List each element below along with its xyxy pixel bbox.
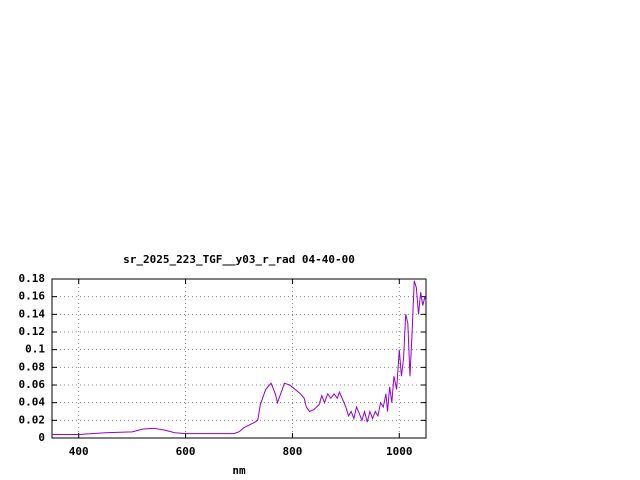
plot-frame — [51, 278, 427, 439]
y-tick-label: 0.08 — [19, 360, 46, 373]
chart-title: sr_2025_223_TGF__y03_r_rad 04-40-00 — [123, 253, 355, 266]
y-tick-label: 0.14 — [19, 307, 46, 320]
y-tick-label: 0.16 — [19, 290, 46, 303]
y-tick-label: 0.12 — [19, 325, 46, 338]
x-tick-label: 400 — [69, 445, 89, 458]
y-tick-label: 0.1 — [25, 343, 45, 356]
y-tick-label: 0.02 — [19, 413, 46, 426]
x-tick-label: 800 — [282, 445, 302, 458]
data-line — [52, 280, 427, 435]
x-tick-label: 600 — [176, 445, 196, 458]
y-tick-label: 0.04 — [19, 396, 46, 409]
y-tick-label: 0.06 — [19, 378, 46, 391]
y-tick-label: 0 — [38, 431, 45, 444]
x-axis-label: nm — [232, 464, 246, 477]
y-tick-label: 0.18 — [19, 272, 46, 285]
x-tick-label: 1000 — [386, 445, 413, 458]
